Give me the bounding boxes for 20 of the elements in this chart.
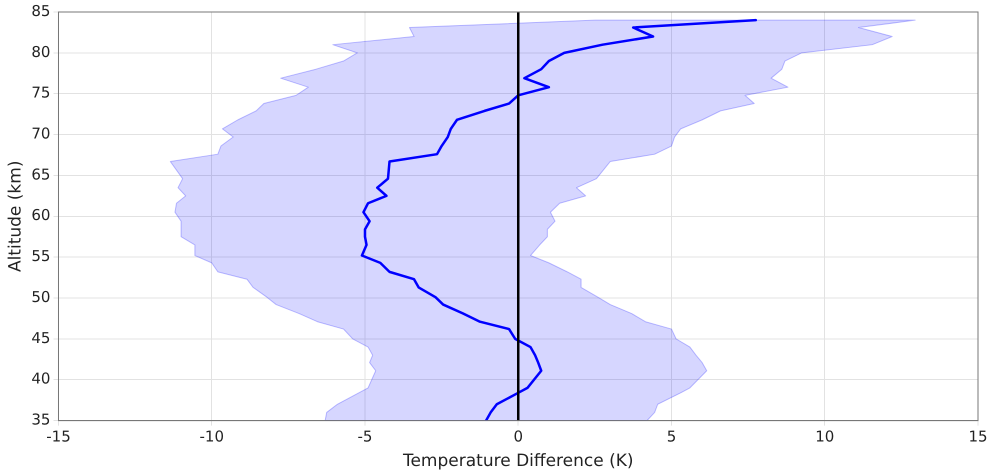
x-tick-label: -5	[358, 427, 372, 446]
x-tick-label: -10	[199, 427, 224, 446]
y-tick-label: 75	[31, 84, 50, 102]
y-tick-label: 45	[31, 328, 50, 347]
x-tick-label: 0	[513, 427, 524, 446]
y-axis-title: Altitude (km)	[6, 160, 26, 272]
x-tick-label: 15	[968, 427, 988, 446]
x-tick-label: 10	[815, 427, 834, 446]
y-tick-label: 40	[31, 370, 50, 388]
x-tick-label: 5	[666, 427, 676, 446]
y-tick-label: 35	[31, 410, 50, 428]
y-tick-label: 80	[31, 42, 50, 61]
y-tick-label: 55	[31, 247, 50, 266]
x-axis-title: Temperature Difference (K)	[402, 451, 634, 472]
y-tick-label: 65	[31, 165, 50, 184]
y-tick-label: 70	[31, 124, 50, 142]
y-tick-label: 50	[31, 288, 50, 306]
y-tick-label: 60	[31, 206, 50, 224]
y-tick-label: 85	[31, 2, 50, 20]
x-tick-label: -15	[46, 427, 71, 446]
